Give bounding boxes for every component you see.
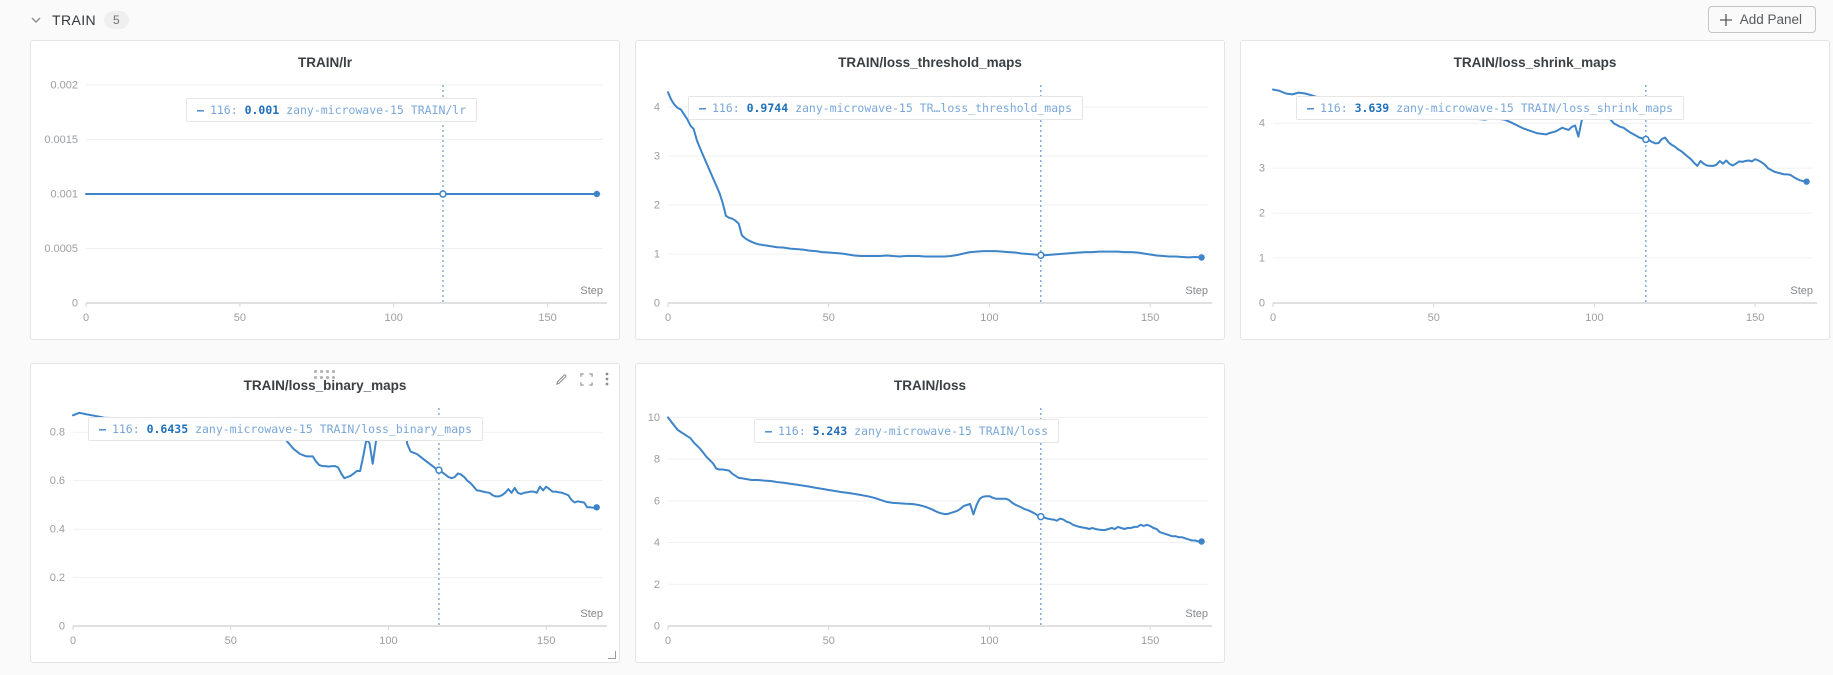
hover-tooltip: —116: 3.639 zany-microwave-15 TRAIN/loss…	[1296, 96, 1685, 120]
svg-text:0: 0	[654, 621, 660, 633]
svg-text:2: 2	[654, 200, 660, 212]
panel-train-loss-threshold-maps[interactable]: TRAIN/loss_threshold_maps 0 1 2 3 4 0 50 100 150 S…	[635, 40, 1225, 340]
svg-text:0: 0	[72, 298, 78, 310]
legend-line-swatch: —	[197, 103, 204, 117]
hover-tooltip: —116: 5.243 zany-microwave-15 TRAIN/loss	[754, 419, 1060, 443]
plus-icon	[1719, 13, 1732, 26]
svg-text:150: 150	[1746, 312, 1764, 324]
panel-title: TRAIN/lr	[298, 55, 352, 70]
svg-text:Step: Step	[1185, 285, 1208, 297]
svg-text:150: 150	[1141, 635, 1159, 647]
svg-text:3: 3	[654, 151, 660, 163]
svg-text:150: 150	[1141, 312, 1159, 324]
hover-tooltip: —116: 0.001 zany-microwave-15 TRAIN/lr	[186, 98, 478, 122]
kebab-menu-icon[interactable]	[605, 372, 609, 386]
svg-text:6: 6	[654, 495, 660, 507]
svg-text:Step: Step	[1185, 608, 1208, 620]
panel-count-badge: 5	[104, 11, 129, 29]
svg-text:150: 150	[538, 312, 556, 324]
svg-text:0: 0	[665, 312, 671, 324]
panel-title: TRAIN/loss_binary_maps	[243, 378, 407, 393]
fullscreen-icon[interactable]	[580, 372, 593, 386]
svg-text:0: 0	[665, 635, 671, 647]
drag-handle-icon[interactable]	[314, 370, 336, 380]
svg-text:0: 0	[1270, 312, 1276, 324]
svg-text:0.4: 0.4	[50, 524, 65, 536]
svg-text:0: 0	[654, 298, 660, 310]
line-chart-train-loss-binary-maps[interactable]: 0 0.2 0.4 0.6 0.8 0 50 100 150 Step	[31, 398, 621, 664]
hover-tooltip: —116: 0.6435 zany-microwave-15 TRAIN/los…	[88, 417, 484, 441]
svg-text:50: 50	[823, 635, 835, 647]
svg-text:150: 150	[537, 635, 555, 647]
svg-text:Step: Step	[580, 608, 603, 620]
svg-text:50: 50	[1428, 312, 1440, 324]
svg-text:2: 2	[1259, 208, 1265, 220]
line-chart-train-lr[interactable]: 0 0.0005 0.001 0.0015 0.002 0 50 100 150 Step	[31, 75, 621, 341]
legend-line-swatch: —	[765, 424, 772, 438]
panel-train-loss-binary-maps[interactable]: TRAIN/loss_binary_maps 0 0.2 0.4 0.6 0.8 0 50 10…	[30, 363, 620, 663]
svg-text:0.0015: 0.0015	[44, 134, 78, 146]
chevron-down-icon[interactable]	[28, 12, 44, 28]
resize-handle[interactable]	[608, 651, 616, 659]
panel-train-loss[interactable]: TRAIN/loss 0 2 4 6 8 10 0 50 100 150 Step —116: 5.24…	[635, 363, 1225, 663]
hover-tooltip: —116: 0.9744 zany-microwave-15 TR…loss_t…	[688, 96, 1084, 120]
panel-title: TRAIN/loss_threshold_maps	[838, 55, 1022, 70]
svg-text:4: 4	[654, 537, 660, 549]
legend-line-swatch: —	[99, 422, 106, 436]
svg-text:3: 3	[1259, 163, 1265, 175]
svg-text:100: 100	[379, 635, 397, 647]
svg-text:0.8: 0.8	[50, 427, 65, 439]
svg-text:2: 2	[654, 579, 660, 591]
panel-title: TRAIN/loss	[893, 378, 966, 393]
svg-text:0.6: 0.6	[50, 475, 65, 487]
svg-text:8: 8	[654, 454, 660, 466]
svg-text:0.002: 0.002	[50, 80, 78, 92]
svg-text:0.2: 0.2	[50, 572, 65, 584]
svg-text:0: 0	[70, 635, 76, 647]
svg-text:Step: Step	[1790, 285, 1813, 297]
svg-text:4: 4	[1259, 118, 1265, 130]
section-title: TRAIN	[52, 12, 96, 28]
svg-text:0: 0	[83, 312, 89, 324]
svg-text:100: 100	[980, 312, 998, 324]
legend-line-swatch: —	[699, 101, 706, 115]
svg-text:4: 4	[654, 102, 660, 114]
svg-text:100: 100	[385, 312, 403, 324]
svg-text:1: 1	[654, 249, 660, 261]
svg-text:Step: Step	[580, 285, 603, 297]
svg-text:0: 0	[1259, 298, 1265, 310]
svg-text:100: 100	[1585, 312, 1603, 324]
svg-text:50: 50	[225, 635, 237, 647]
section-header: TRAIN 5	[28, 8, 129, 32]
svg-text:0.0005: 0.0005	[44, 243, 78, 255]
svg-text:50: 50	[823, 312, 835, 324]
panel-train-lr[interactable]: TRAIN/lr 0 0.0005 0.001 0.0015 0.002 0 50 100 150…	[30, 40, 620, 340]
svg-text:0.001: 0.001	[50, 189, 78, 201]
edit-pencil-icon[interactable]	[555, 373, 568, 386]
svg-text:100: 100	[980, 635, 998, 647]
panel-title: TRAIN/loss_shrink_maps	[1453, 55, 1617, 70]
svg-text:10: 10	[648, 412, 660, 424]
panel-train-loss-shrink-maps[interactable]: TRAIN/loss_shrink_maps 0 1 2 3 4 0 50 100 150 Step…	[1240, 40, 1830, 340]
svg-text:1: 1	[1259, 253, 1265, 265]
svg-text:0: 0	[59, 621, 65, 633]
svg-text:50: 50	[234, 312, 246, 324]
add-panel-button[interactable]: Add Panel	[1707, 6, 1816, 33]
legend-line-swatch: —	[1307, 101, 1314, 115]
line-chart-train-loss-shrink-maps[interactable]: 0 1 2 3 4 0 50 100 150 Step	[1241, 75, 1831, 341]
panel-controls	[555, 372, 609, 386]
add-panel-label: Add Panel	[1739, 12, 1802, 27]
